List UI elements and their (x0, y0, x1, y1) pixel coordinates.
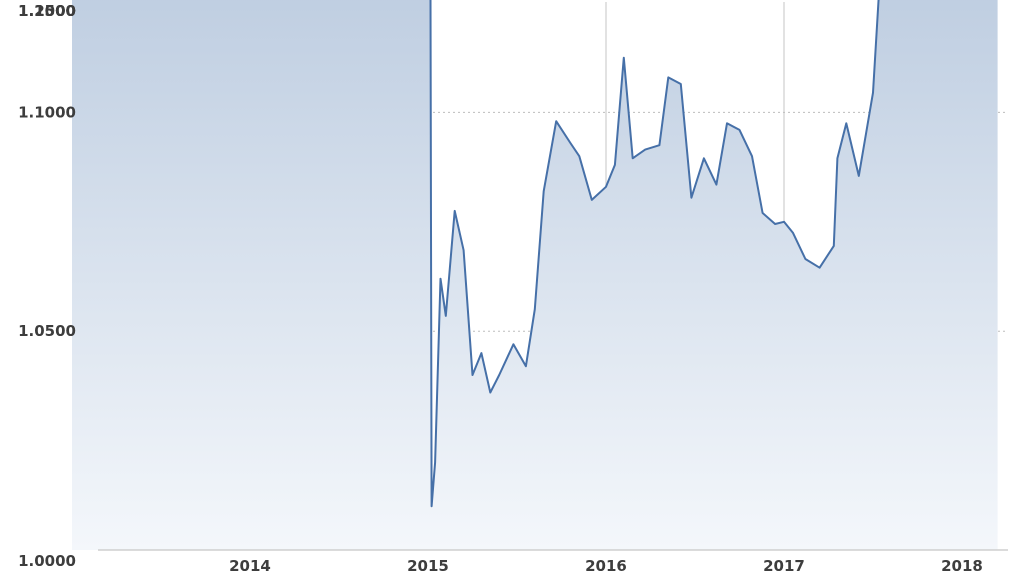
y-tick-label: 1.1000 (18, 103, 76, 121)
x-tick-label: 2015 (407, 557, 449, 575)
y-tick-label: 1.1500 (18, 2, 76, 20)
area-fill (72, 0, 998, 550)
series-line (429, 0, 880, 508)
x-axis-tick-labels: 2014 2015 2016 2017 2018 (229, 557, 983, 575)
x-tick-label: 2018 (941, 557, 983, 575)
y-tick-label: 1.0000 (18, 552, 76, 570)
area-fill-group (72, 0, 998, 550)
y-tick-label: 1.0500 (18, 322, 76, 340)
y-tick-label: 1.2000 (18, 2, 76, 20)
x-tick-label: 2014 (229, 557, 271, 575)
series-line-group (429, 0, 880, 508)
y-tick-label: 1.2500 (18, 2, 76, 20)
x-tick-label: 2016 (585, 557, 627, 575)
x-tick-label: 2017 (763, 557, 805, 575)
